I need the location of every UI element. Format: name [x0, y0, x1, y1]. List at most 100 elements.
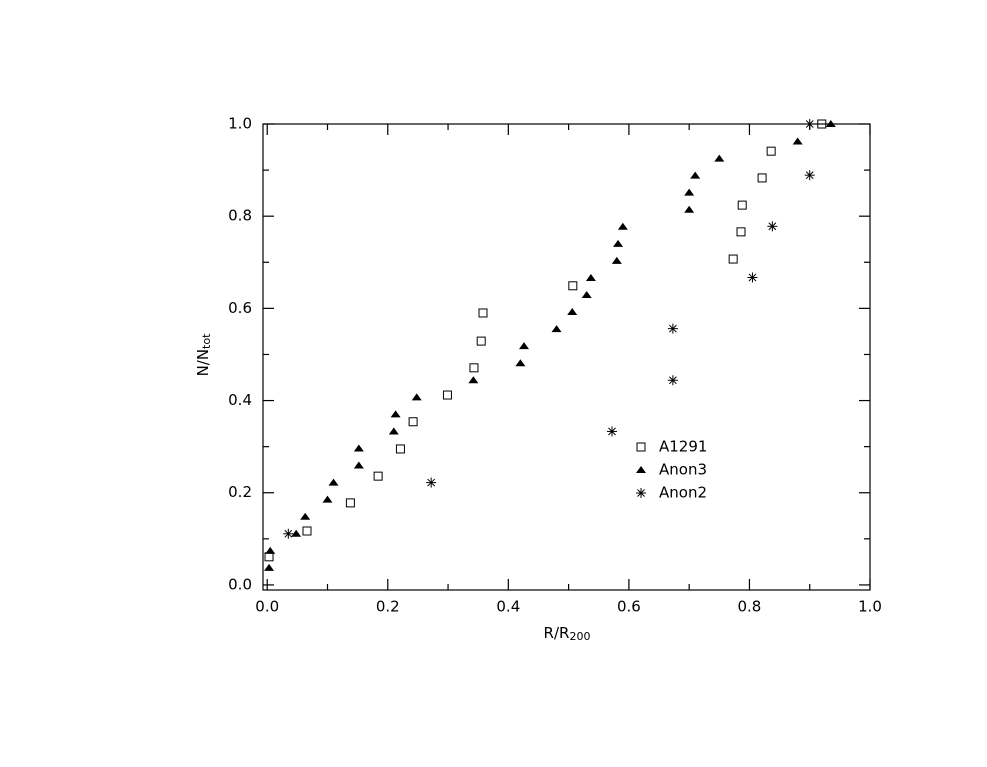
data-point	[792, 137, 803, 145]
star-stroke	[608, 427, 616, 436]
square-marker	[478, 308, 488, 318]
data-point	[667, 323, 678, 334]
x-axis-label: R/R200	[544, 624, 591, 644]
legend-label: Anon2	[659, 484, 707, 502]
data-point	[469, 363, 479, 373]
data-point	[519, 342, 530, 350]
triangle-marker	[519, 342, 530, 350]
triangle-marker	[581, 291, 592, 299]
legend-marker	[636, 466, 646, 473]
data-point	[300, 512, 311, 520]
data-point	[426, 477, 437, 488]
triangle-marker	[328, 478, 339, 486]
data-point	[373, 471, 383, 481]
data-point	[804, 170, 815, 181]
y-tick-label: 0.2	[228, 483, 252, 501]
data-point	[264, 563, 275, 571]
square-marker	[728, 254, 738, 264]
data-point	[302, 526, 312, 536]
square-marker	[757, 173, 767, 183]
legend-label: Anon3	[659, 461, 707, 479]
y-axis-label: N/Ntot	[194, 333, 214, 377]
square-marker	[345, 498, 355, 508]
star-stroke	[805, 171, 814, 180]
data-point	[353, 444, 364, 452]
y-tick-label: 0.8	[228, 207, 252, 225]
triangle-marker	[585, 273, 596, 281]
square-marker	[469, 363, 479, 373]
square-marker	[817, 119, 827, 129]
triangle-marker	[468, 376, 479, 384]
triangle-marker	[265, 546, 276, 554]
triangle-marker	[792, 137, 803, 145]
x-tick-label: 0.2	[376, 598, 400, 616]
data-point	[411, 393, 422, 401]
data-point	[390, 410, 401, 418]
plot-frame	[262, 123, 871, 591]
square-marker	[264, 552, 274, 562]
data-point	[825, 120, 836, 127]
data-point	[736, 227, 746, 237]
star-stroke	[805, 120, 814, 128]
y-tick-label: 0.6	[228, 299, 252, 317]
y-tick-label: 0.0	[228, 575, 252, 593]
data-point	[264, 552, 274, 562]
data-point	[551, 325, 562, 333]
triangle-marker	[611, 256, 622, 264]
square-marker	[408, 417, 418, 427]
data-point	[468, 376, 479, 384]
triangle-marker	[617, 222, 628, 230]
data-point	[322, 495, 333, 503]
data-point	[568, 281, 578, 291]
triangle-marker	[684, 188, 695, 196]
triangle-marker	[264, 563, 275, 571]
triangle-marker	[684, 205, 695, 213]
data-point	[585, 273, 596, 281]
x-label-sub: 200	[569, 630, 590, 643]
square-marker	[766, 146, 776, 156]
triangle-marker	[567, 308, 578, 316]
data-point	[395, 444, 405, 454]
triangle-marker	[353, 461, 364, 469]
triangle-marker	[636, 466, 646, 473]
y-label-sub: tot	[200, 333, 213, 349]
star-stroke	[637, 489, 645, 497]
legend-marker	[636, 488, 646, 498]
data-point	[265, 546, 276, 554]
data-point	[684, 188, 695, 196]
triangle-marker	[388, 427, 399, 435]
data-point	[690, 171, 701, 179]
triangle-marker	[353, 444, 364, 452]
x-tick-label: 0.4	[496, 598, 520, 616]
data-point	[747, 272, 758, 283]
square-marker	[736, 227, 746, 237]
x-tick-label: 0.8	[738, 598, 762, 616]
star-stroke	[669, 324, 677, 333]
data-point	[442, 390, 452, 400]
square-marker	[737, 200, 747, 210]
data-point	[714, 154, 725, 162]
triangle-marker	[291, 529, 302, 537]
data-point	[684, 205, 695, 213]
data-point	[817, 119, 827, 129]
triangle-marker	[390, 410, 401, 418]
data-point	[388, 427, 399, 435]
data-point	[478, 308, 488, 318]
triangle-marker	[515, 359, 526, 367]
data-point	[804, 119, 815, 129]
data-point	[766, 146, 776, 156]
square-marker	[395, 444, 405, 454]
square-marker	[568, 281, 578, 291]
data-point	[767, 221, 778, 232]
triangle-marker	[411, 393, 422, 401]
data-point	[607, 426, 618, 437]
data-point	[283, 528, 294, 539]
data-point	[345, 498, 355, 508]
data-point	[613, 239, 624, 247]
star-stroke	[669, 376, 677, 385]
legend-marker	[636, 442, 646, 452]
star-stroke	[748, 273, 757, 282]
triangle-marker	[300, 512, 311, 520]
